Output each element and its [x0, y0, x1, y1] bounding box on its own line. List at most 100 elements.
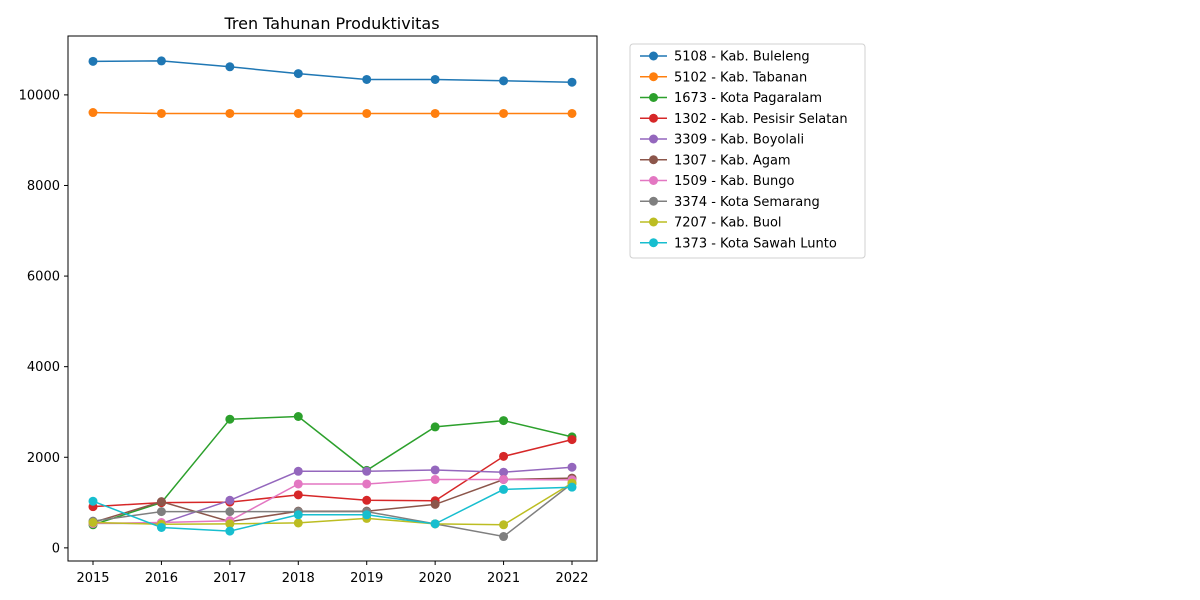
data-point	[499, 520, 509, 530]
data-point	[156, 56, 166, 66]
data-point	[225, 507, 235, 517]
y-tick-label: 4000	[27, 360, 60, 375]
legend-label: 1673 - Kota Pagaralam	[674, 91, 822, 106]
data-point	[430, 519, 440, 529]
legend-label: 1509 - Kab. Bungo	[674, 174, 794, 189]
data-point	[293, 412, 303, 422]
x-tick-label: 2022	[555, 571, 588, 586]
data-point	[88, 496, 98, 506]
data-point	[225, 526, 235, 536]
data-point	[567, 77, 577, 87]
y-tick-label: 10000	[19, 88, 60, 103]
data-point	[362, 108, 372, 118]
data-point	[293, 466, 303, 476]
x-tick-label: 2020	[419, 571, 452, 586]
data-point	[156, 108, 166, 118]
legend-item: 7207 - Kab. Buol	[640, 216, 782, 231]
y-tick-label: 6000	[27, 270, 60, 285]
data-point	[499, 484, 509, 494]
legend-marker	[649, 238, 658, 248]
legend-item: 1307 - Kab. Agam	[640, 153, 791, 168]
data-point	[225, 62, 235, 72]
data-point	[293, 479, 303, 489]
data-point	[362, 479, 372, 489]
chart-title: Tren Tahunan Produktivitas	[223, 14, 439, 33]
data-point	[567, 462, 577, 472]
legend-item: 3374 - Kota Semarang	[640, 195, 820, 210]
legend-item: 5102 - Kab. Tabanan	[640, 70, 807, 85]
legend-label: 1373 - Kota Sawah Lunto	[674, 236, 837, 251]
y-tick-label: 0	[52, 541, 60, 556]
legend-label: 3309 - Kab. Boyolali	[674, 133, 804, 148]
legend-marker	[649, 155, 658, 165]
legend-item: 1673 - Kota Pagaralam	[640, 91, 822, 106]
data-point	[293, 510, 303, 520]
data-point	[225, 495, 235, 505]
data-point	[362, 495, 372, 505]
data-point	[156, 522, 166, 532]
legend-item: 5108 - Kab. Buleleng	[640, 50, 810, 65]
x-axis: 2015 2016 2017 2018 2019 2020 2021 2022	[76, 561, 589, 586]
legend-item: 1302 - Kab. Pesisir Selatan	[640, 112, 848, 127]
data-point	[567, 108, 577, 118]
data-point	[430, 108, 440, 118]
legend-label: 3374 - Kota Semarang	[674, 195, 820, 210]
x-tick-label: 2018	[282, 571, 315, 586]
data-point	[430, 474, 440, 484]
data-point	[567, 435, 577, 445]
data-point	[499, 467, 509, 477]
data-point	[225, 519, 235, 529]
legend-marker	[649, 134, 658, 144]
legend-label: 1302 - Kab. Pesisir Selatan	[674, 112, 848, 127]
data-point	[499, 532, 509, 542]
x-tick-label: 2021	[487, 571, 520, 586]
plot-points	[88, 56, 577, 542]
data-point	[225, 414, 235, 424]
data-point	[567, 482, 577, 492]
data-point	[362, 466, 372, 476]
data-point	[293, 490, 303, 500]
x-tick-label: 2016	[145, 571, 178, 586]
series-line	[92, 478, 573, 525]
legend-marker	[649, 176, 658, 185]
x-tick-label: 2017	[213, 571, 246, 586]
series-line	[92, 482, 573, 526]
data-point	[156, 507, 166, 517]
legend-label: 5102 - Kab. Tabanan	[674, 70, 807, 85]
legend-marker	[649, 93, 658, 102]
y-tick-label: 2000	[27, 451, 60, 466]
legend-marker	[649, 217, 658, 227]
legend-marker	[649, 51, 658, 61]
data-point	[293, 108, 303, 118]
data-point	[499, 416, 509, 426]
data-point	[225, 108, 235, 118]
data-point	[499, 76, 509, 86]
legend-box	[629, 43, 866, 259]
series-line	[92, 415, 573, 526]
plot-lines	[92, 60, 573, 538]
legend-marker	[649, 113, 658, 123]
series-line	[92, 482, 573, 538]
series-line	[92, 486, 573, 532]
data-point	[362, 510, 372, 520]
series-line	[92, 438, 573, 508]
legend-label: 1307 - Kab. Agam	[674, 153, 791, 168]
legend-label: 7207 - Kab. Buol	[674, 216, 782, 231]
legend-item: 1373 - Kota Sawah Lunto	[640, 236, 837, 251]
legend: 5108 - Kab. Buleleng 5102 - Kab. Tabanan 1…	[629, 43, 866, 259]
series-line	[92, 60, 573, 83]
x-tick-label: 2015	[76, 571, 109, 586]
y-tick-label: 8000	[27, 179, 60, 194]
legend-label: 5108 - Kab. Buleleng	[674, 50, 810, 65]
data-point	[293, 518, 303, 528]
data-point	[430, 499, 440, 509]
data-point	[362, 74, 372, 84]
x-tick-label: 2019	[350, 571, 383, 586]
data-point	[430, 74, 440, 84]
data-point	[88, 56, 98, 66]
data-point	[293, 69, 303, 79]
y-axis: 0 2000 4000 6000 8000 10000	[19, 88, 68, 556]
data-point	[499, 451, 509, 461]
series-line	[92, 111, 572, 115]
